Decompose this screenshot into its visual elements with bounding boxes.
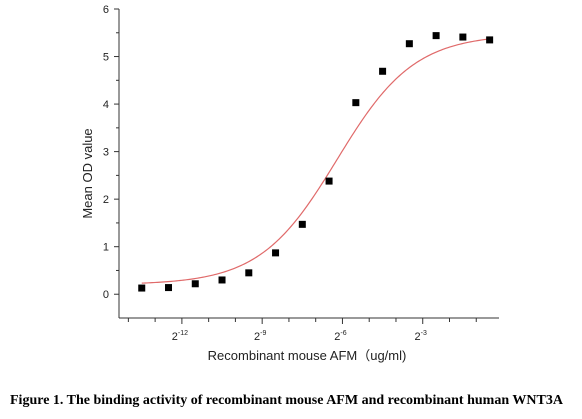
fit-curve-layer [141,38,490,284]
data-point [165,284,173,292]
y-tick-label: 2 [103,194,109,206]
x-axis-title: Recombinant mouse AFM（ug/ml) [208,348,407,363]
y-tick-label: 5 [103,52,109,64]
data-point [459,33,467,41]
x-tick-label: 2-3 [415,330,427,343]
x-tick-label: 2-9 [254,330,266,343]
data-point [245,269,253,277]
data-point [352,99,360,107]
y-tick-label: 4 [103,99,109,111]
data-point [272,249,280,257]
y-tick-label: 3 [103,147,109,159]
x-tick-label: 2-6 [334,330,346,343]
data-point [298,220,306,228]
figure-caption: Figure 1. The binding activity of recomb… [10,393,563,408]
data-point [486,36,494,44]
axes [114,8,499,324]
data-point [191,280,199,288]
data-point [218,276,226,284]
data-point [405,40,413,48]
data-point [379,67,387,75]
y-axis-title: Mean OD value [80,128,95,218]
data-point [138,284,146,292]
x-tick-label: 2-12 [172,330,188,343]
y-tick-label: 0 [103,289,109,301]
fit-curve [141,38,490,284]
chart: 0 1 2 3 4 5 6 2-12 2-9 2-6 2-3 Recombinant mouse AF… [80,4,499,363]
y-tick-label: 6 [103,4,109,16]
data-point [325,177,333,185]
y-tick-label: 1 [103,242,109,254]
axis-labels-layer: 0 1 2 3 4 5 6 2-12 2-9 2-6 2-3 Recombinant mouse AF… [80,4,427,363]
data-point [432,32,440,40]
data-points-layer [138,32,494,292]
